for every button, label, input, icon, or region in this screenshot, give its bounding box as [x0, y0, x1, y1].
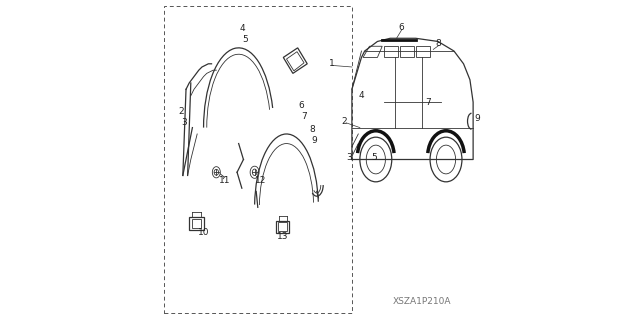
Text: 7: 7 [301, 112, 307, 121]
Text: 5: 5 [371, 153, 377, 162]
Text: 3: 3 [182, 118, 188, 127]
Text: 10: 10 [198, 228, 209, 237]
Text: 8: 8 [309, 125, 315, 134]
Text: 8: 8 [435, 39, 441, 48]
Text: 1: 1 [329, 59, 335, 68]
Bar [164, 6, 352, 313]
Text: 2: 2 [179, 107, 184, 116]
Text: 4: 4 [358, 91, 364, 100]
Text: 6: 6 [298, 101, 304, 110]
Text: 9: 9 [474, 114, 480, 122]
Text: 12: 12 [255, 176, 267, 185]
Text: 5: 5 [242, 35, 248, 44]
Text: 11: 11 [218, 176, 230, 185]
Text: XSZA1P210A: XSZA1P210A [393, 297, 451, 306]
Text: 6: 6 [399, 23, 404, 32]
Text: 2: 2 [342, 117, 348, 126]
Text: 13: 13 [276, 232, 288, 241]
Text: 9: 9 [312, 136, 317, 145]
Text: 3: 3 [346, 153, 351, 162]
Text: 7: 7 [426, 98, 431, 107]
Text: 4: 4 [240, 24, 246, 33]
